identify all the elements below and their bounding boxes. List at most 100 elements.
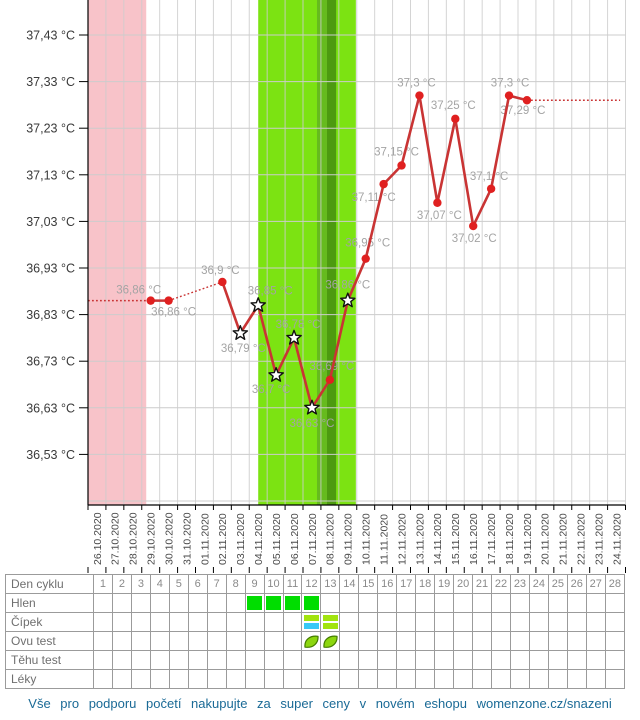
tehu-test-cell-day-9[interactable]	[244, 650, 265, 670]
leky-cell-day-2[interactable]	[111, 669, 132, 689]
leky-cell-day-3[interactable]	[130, 669, 151, 689]
hlen-cell-day-10[interactable]	[263, 593, 284, 613]
cipek-cell-day-10[interactable]	[263, 612, 284, 632]
hlen-cell-day-17[interactable]	[396, 593, 417, 613]
ovu-test-cell-day-11[interactable]	[282, 631, 303, 651]
leky-cell-day-22[interactable]	[491, 669, 511, 689]
cipek-cell-day-20[interactable]	[453, 612, 474, 632]
leky-cell-day-1[interactable]	[93, 669, 113, 689]
leky-cell-day-15[interactable]	[358, 669, 379, 689]
cipek-cell-day-17[interactable]	[396, 612, 417, 632]
tehu-test-cell-day-20[interactable]	[453, 650, 474, 670]
cipek-cell-day-4[interactable]	[149, 612, 170, 632]
leky-cell-day-25[interactable]	[547, 669, 568, 689]
leky-cell-day-28[interactable]	[604, 669, 626, 689]
tehu-test-cell-day-7[interactable]	[206, 650, 227, 670]
hlen-cell-day-9[interactable]	[244, 593, 265, 613]
tehu-test-cell-day-21[interactable]	[472, 650, 493, 670]
cipek-cell-day-28[interactable]	[604, 612, 626, 632]
ovu-test-cell-day-21[interactable]	[472, 631, 493, 651]
leky-cell-day-11[interactable]	[282, 669, 303, 689]
tehu-test-cell-day-8[interactable]	[225, 650, 246, 670]
tehu-test-cell-day-24[interactable]	[528, 650, 549, 670]
ovu-test-cell-day-8[interactable]	[225, 631, 246, 651]
cipek-cell-day-7[interactable]	[206, 612, 227, 632]
leky-cell-day-16[interactable]	[377, 669, 398, 689]
hlen-cell-day-23[interactable]	[509, 593, 530, 613]
cipek-cell-day-2[interactable]	[111, 612, 132, 632]
ovu-test-cell-day-12[interactable]	[301, 631, 322, 651]
leky-cell-day-12[interactable]	[301, 669, 322, 689]
leky-cell-day-13[interactable]	[320, 669, 341, 689]
ovu-test-cell-day-26[interactable]	[566, 631, 587, 651]
hlen-cell-day-11[interactable]	[282, 593, 303, 613]
tehu-test-cell-day-17[interactable]	[396, 650, 417, 670]
cipek-cell-day-18[interactable]	[415, 612, 436, 632]
hlen-cell-day-3[interactable]	[130, 593, 151, 613]
hlen-cell-day-26[interactable]	[566, 593, 587, 613]
ovu-test-cell-day-4[interactable]	[149, 631, 170, 651]
cipek-cell-day-11[interactable]	[282, 612, 303, 632]
leky-cell-day-20[interactable]	[453, 669, 474, 689]
cipek-cell-day-16[interactable]	[377, 612, 398, 632]
cipek-cell-day-9[interactable]	[244, 612, 265, 632]
tehu-test-cell-day-15[interactable]	[358, 650, 379, 670]
tehu-test-cell-day-3[interactable]	[130, 650, 151, 670]
tehu-test-cell-day-25[interactable]	[547, 650, 568, 670]
hlen-cell-day-24[interactable]	[528, 593, 549, 613]
cipek-cell-day-15[interactable]	[358, 612, 379, 632]
leky-cell-day-23[interactable]	[509, 669, 530, 689]
ovu-test-cell-day-5[interactable]	[168, 631, 189, 651]
cipek-cell-day-6[interactable]	[187, 612, 208, 632]
cipek-cell-day-14[interactable]	[339, 612, 360, 632]
cipek-cell-day-26[interactable]	[566, 612, 587, 632]
tehu-test-cell-day-10[interactable]	[263, 650, 284, 670]
leky-cell-day-4[interactable]	[149, 669, 170, 689]
ovu-test-cell-day-15[interactable]	[358, 631, 379, 651]
hlen-cell-day-20[interactable]	[453, 593, 474, 613]
ovu-test-cell-day-1[interactable]	[93, 631, 113, 651]
hlen-cell-day-19[interactable]	[434, 593, 455, 613]
ovu-test-cell-day-18[interactable]	[415, 631, 436, 651]
ovu-test-cell-day-25[interactable]	[547, 631, 568, 651]
cipek-cell-day-8[interactable]	[225, 612, 246, 632]
ovu-test-cell-day-14[interactable]	[339, 631, 360, 651]
hlen-cell-day-21[interactable]	[472, 593, 493, 613]
leky-cell-day-7[interactable]	[206, 669, 227, 689]
ovu-test-cell-day-2[interactable]	[111, 631, 132, 651]
ovu-test-cell-day-3[interactable]	[130, 631, 151, 651]
cipek-cell-day-27[interactable]	[585, 612, 606, 632]
leky-cell-day-10[interactable]	[263, 669, 284, 689]
ovu-test-cell-day-16[interactable]	[377, 631, 398, 651]
cipek-cell-day-1[interactable]	[93, 612, 113, 632]
tehu-test-cell-day-27[interactable]	[585, 650, 606, 670]
hlen-cell-day-14[interactable]	[339, 593, 360, 613]
hlen-cell-day-5[interactable]	[168, 593, 189, 613]
tehu-test-cell-day-26[interactable]	[566, 650, 587, 670]
leky-cell-day-14[interactable]	[339, 669, 360, 689]
leky-cell-day-21[interactable]	[472, 669, 493, 689]
ovu-test-cell-day-27[interactable]	[585, 631, 606, 651]
leky-cell-day-8[interactable]	[225, 669, 246, 689]
tehu-test-cell-day-5[interactable]	[168, 650, 189, 670]
tehu-test-cell-day-28[interactable]	[604, 650, 626, 670]
leky-cell-day-24[interactable]	[528, 669, 549, 689]
leky-cell-day-9[interactable]	[244, 669, 265, 689]
hlen-cell-day-13[interactable]	[320, 593, 341, 613]
leky-cell-day-27[interactable]	[585, 669, 606, 689]
leky-cell-day-6[interactable]	[187, 669, 208, 689]
ovu-test-cell-day-28[interactable]	[604, 631, 626, 651]
tehu-test-cell-day-18[interactable]	[415, 650, 436, 670]
ovu-test-cell-day-7[interactable]	[206, 631, 227, 651]
cipek-cell-day-5[interactable]	[168, 612, 189, 632]
tehu-test-cell-day-12[interactable]	[301, 650, 322, 670]
tehu-test-cell-day-2[interactable]	[111, 650, 132, 670]
tehu-test-cell-day-22[interactable]	[491, 650, 511, 670]
tehu-test-cell-day-11[interactable]	[282, 650, 303, 670]
tehu-test-cell-day-13[interactable]	[320, 650, 341, 670]
hlen-cell-day-2[interactable]	[111, 593, 132, 613]
ovu-test-cell-day-17[interactable]	[396, 631, 417, 651]
hlen-cell-day-27[interactable]	[585, 593, 606, 613]
hlen-cell-day-18[interactable]	[415, 593, 436, 613]
hlen-cell-day-12[interactable]	[301, 593, 322, 613]
